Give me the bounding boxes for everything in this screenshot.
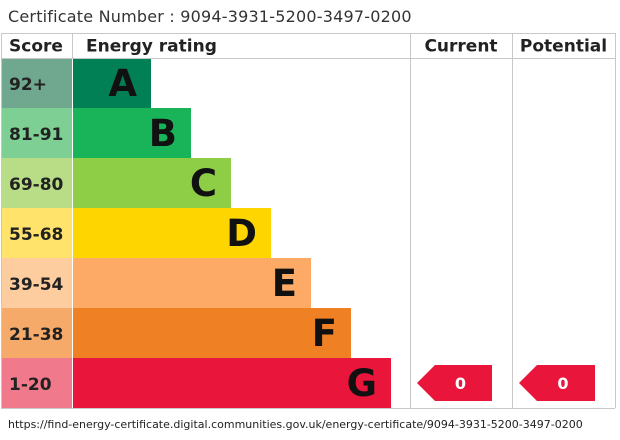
band-letter-a: A <box>108 62 137 105</box>
score-cell-d <box>1 208 72 258</box>
score-range-e: 39-54 <box>9 275 64 295</box>
score-range-c: 69-80 <box>9 175 64 195</box>
certificate-value: 9094-3931-5200-3497-0200 <box>180 7 412 26</box>
band-letter-c: C <box>190 162 217 205</box>
rating-bar-c <box>73 158 231 208</box>
score-cell-a <box>1 58 72 108</box>
score-range-a: 92+ <box>9 75 47 95</box>
band-letter-e: E <box>272 262 297 305</box>
rating-bar-f <box>73 308 351 358</box>
score-cell-f <box>1 308 72 358</box>
band-letter-g: G <box>347 362 377 405</box>
rating-bar-e <box>73 258 311 308</box>
rating-bar-d <box>73 208 271 258</box>
certificate-number: Certificate Number : 9094-3931-5200-3497… <box>8 7 412 26</box>
header-current: Current <box>424 37 497 57</box>
current-rating-arrow <box>417 365 492 401</box>
band-letter-d: D <box>226 212 257 255</box>
potential-rating-value: 0 <box>557 374 568 393</box>
score-range-f: 21-38 <box>9 325 63 345</box>
certificate-label: Certificate Number <box>8 7 165 26</box>
score-range-d: 55-68 <box>9 225 63 245</box>
score-cell-g <box>1 358 72 408</box>
current-rating-value: 0 <box>455 374 466 393</box>
score-cell-e <box>1 258 72 308</box>
score-cell-b <box>1 108 72 158</box>
header-energy-rating: Energy rating <box>86 37 217 57</box>
source-url: https://find-energy-certificate.digital.… <box>8 418 583 431</box>
rating-bar-g <box>73 358 391 408</box>
score-range-b: 81-91 <box>9 125 63 145</box>
header-potential: Potential <box>520 37 607 57</box>
header-score: Score <box>9 37 63 57</box>
certificate-separator: : <box>164 7 181 26</box>
rating-bar-a <box>73 58 151 108</box>
band-letter-f: F <box>312 312 337 355</box>
score-range-g: 1-20 <box>9 375 52 395</box>
potential-rating-arrow <box>519 365 595 401</box>
band-letter-b: B <box>149 112 177 155</box>
rating-bar-b <box>73 108 191 158</box>
score-cell-c <box>1 158 72 208</box>
